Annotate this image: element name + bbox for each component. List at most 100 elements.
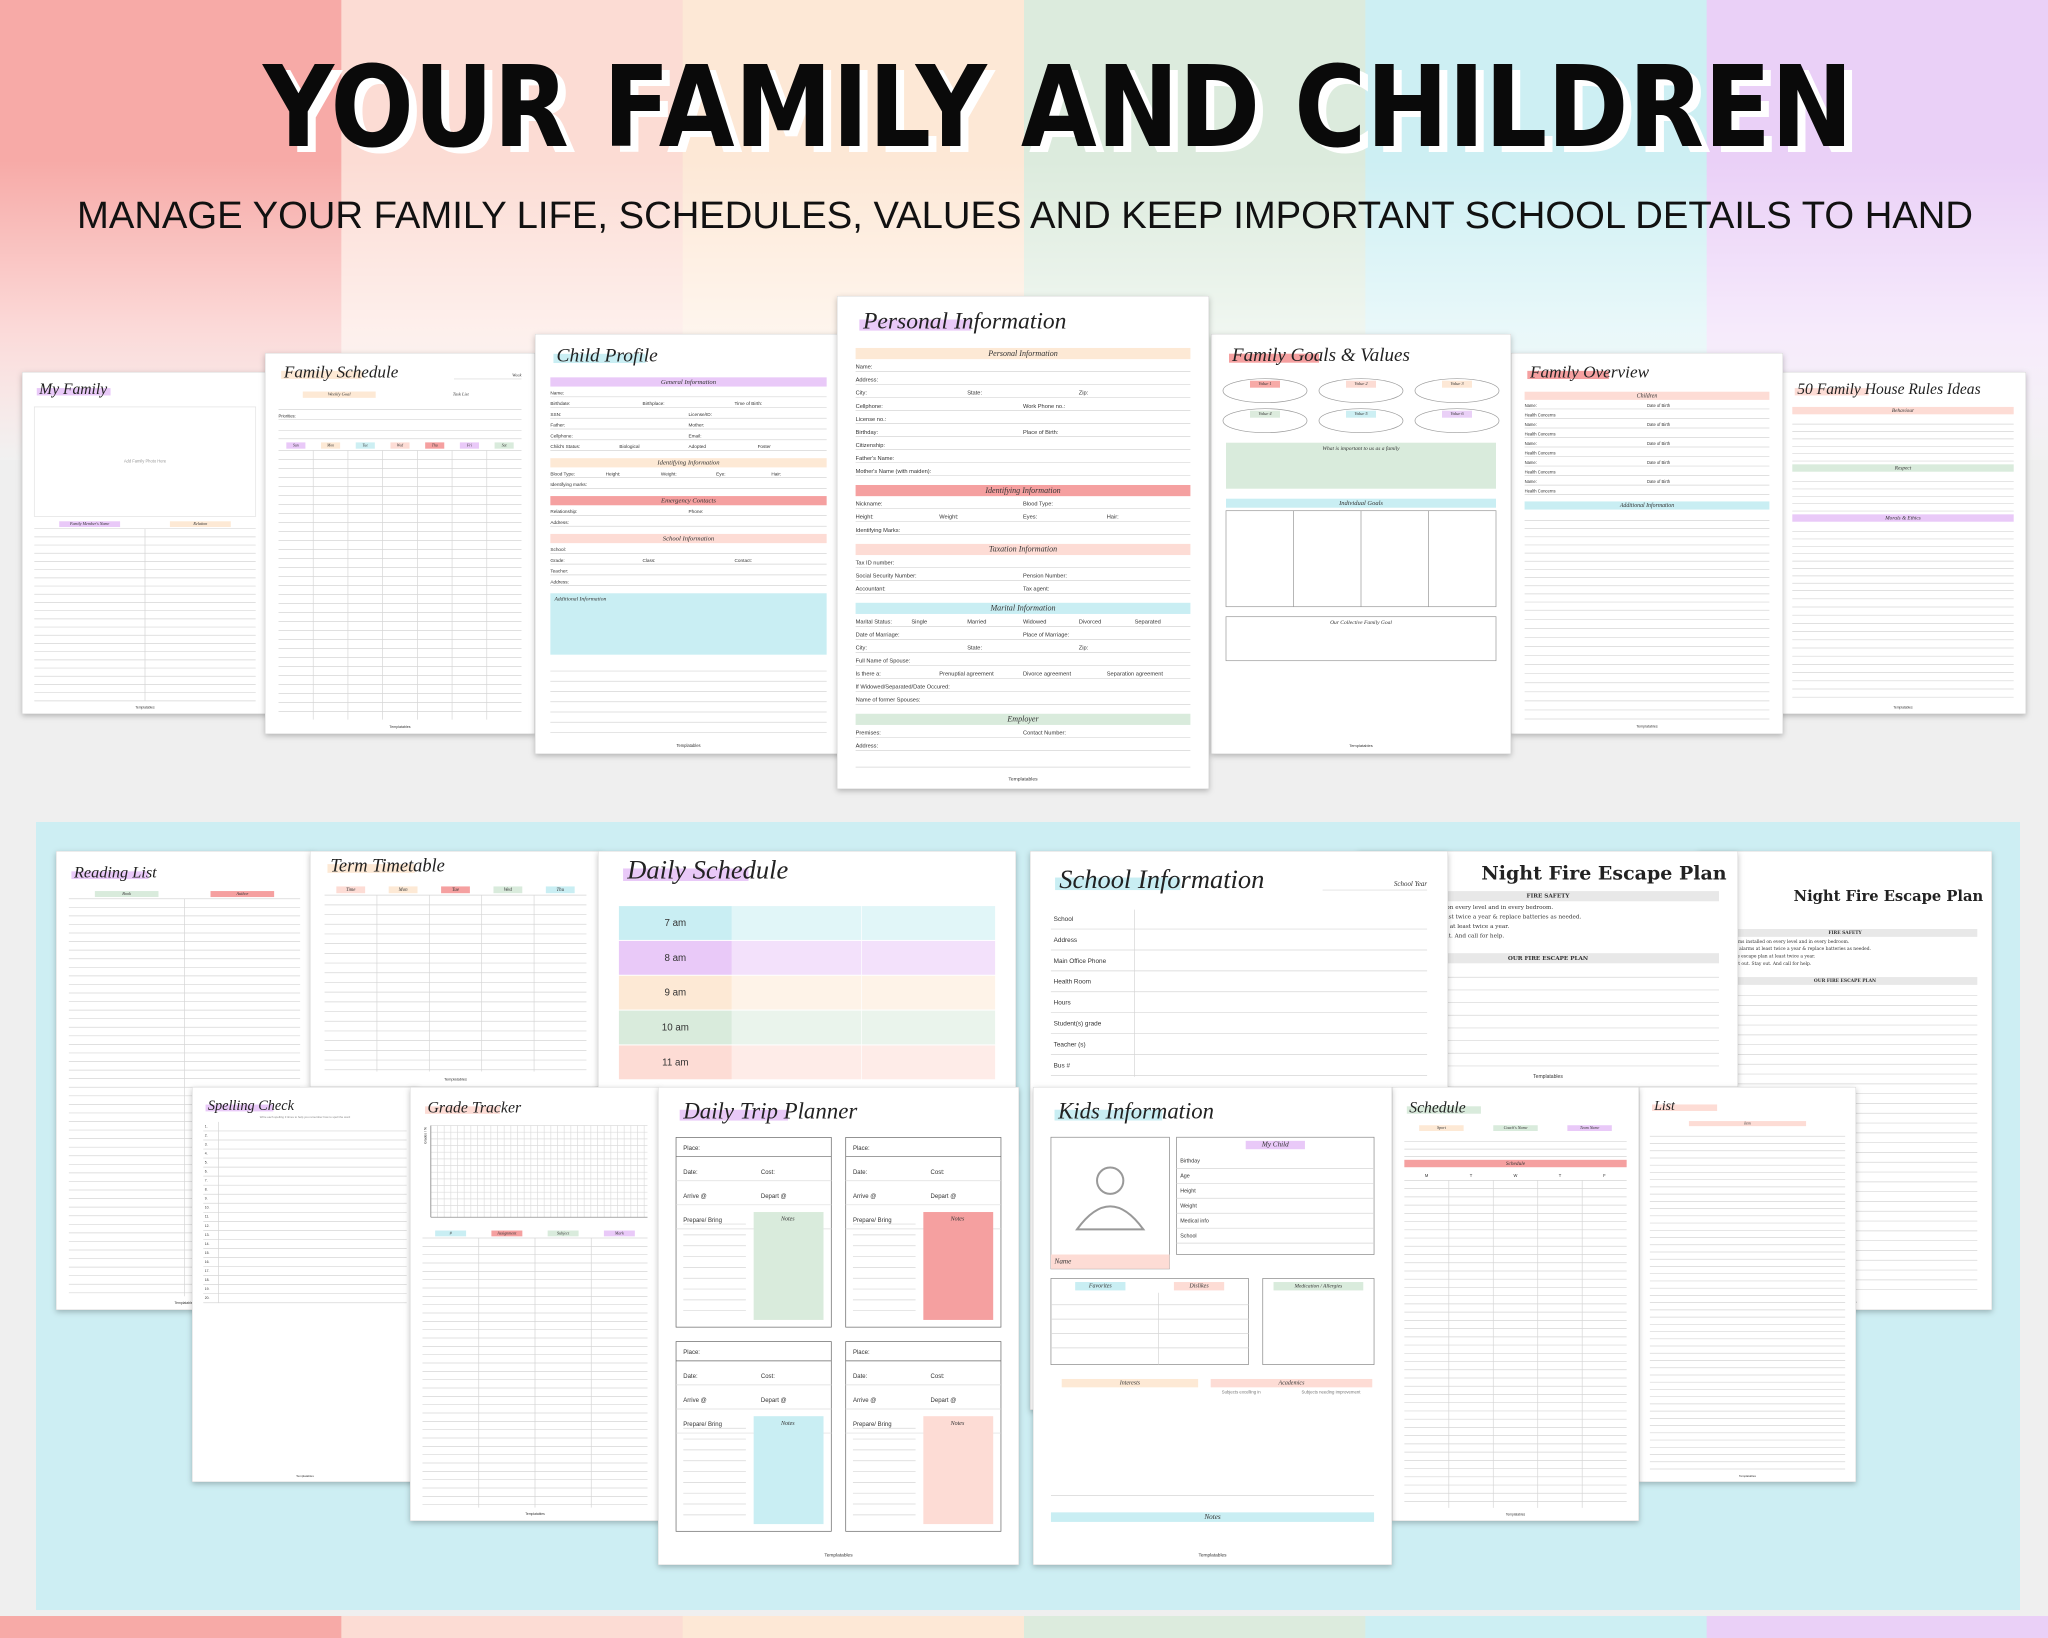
label-highlight (1210, 1378, 1373, 1388)
table-label: School (1054, 916, 1074, 923)
field-label: License/ID: (689, 412, 712, 417)
field-label: Health Concerns (1525, 431, 1556, 436)
field-label: Citizenship: (856, 443, 886, 449)
value-oval (1318, 378, 1404, 404)
label-highlight (390, 442, 410, 449)
notes-box (923, 1416, 994, 1525)
document-page: Family Goals & Values Templatables Value 1… (1211, 334, 1511, 754)
label-highlight (547, 1230, 579, 1237)
field-label: Date of Birth (1647, 441, 1671, 446)
row-number: 12. (205, 1224, 210, 1228)
field-label: Birthplace: (642, 401, 664, 406)
column-head: Wed (397, 443, 403, 447)
table-label: Main Office Phone (1054, 958, 1107, 965)
label-highlight (1075, 1282, 1126, 1291)
label-highlight (1688, 1121, 1807, 1127)
title-highlight (623, 868, 749, 882)
label-highlight (424, 391, 498, 398)
section-heading: Personal Information (987, 349, 1058, 358)
field-label: Identifying marks: (550, 482, 587, 487)
field-label: State: (967, 646, 982, 652)
section-heading: Marital Information (989, 604, 1055, 613)
label-highlight (1346, 380, 1376, 388)
title-highlight (859, 319, 971, 331)
bottom-stripe (682, 1616, 1025, 1638)
field-label: Address: (856, 378, 879, 384)
section-bar (1524, 501, 1770, 510)
label-highlight (1173, 1282, 1225, 1291)
document-page: Kids Information Templatables Name My Child… (1033, 1087, 1392, 1565)
label-highlight (1273, 1282, 1364, 1291)
escape-heading: OUR FIRE ESCAPE PLAN (1508, 956, 1588, 962)
page-title: Reading List (73, 864, 157, 882)
section-bar (550, 458, 827, 468)
column-head: Author (235, 891, 248, 896)
kid-field: Medical info (1180, 1218, 1209, 1224)
notes-box (923, 1212, 994, 1320)
column-head: Fri (466, 443, 472, 447)
label-highlight (545, 886, 575, 894)
value-oval (1222, 378, 1308, 404)
column-head: Tue (452, 888, 460, 893)
field-label: Place of Birth: (1023, 430, 1059, 436)
escape-text: Smoke alarms installed on every level an… (1377, 905, 1553, 911)
time-label: 9 am (664, 988, 686, 999)
escape-heading: FIRE SAFETY (1527, 894, 1571, 900)
field-label: Phone: (689, 509, 704, 514)
field-label: Foster (758, 444, 772, 449)
field-label: Date of Birth (1647, 403, 1671, 408)
title-highlight (1652, 1104, 1718, 1111)
time-cell (618, 940, 732, 975)
label-highlight (603, 1230, 635, 1237)
bottom-stripe (0, 1616, 343, 1638)
column-head: Item (1743, 1121, 1751, 1125)
section-bar (855, 602, 1191, 614)
time-label: 7 am (664, 918, 686, 929)
row-number: 16. (205, 1260, 210, 1264)
page-title: Kids Information (1057, 1099, 1214, 1124)
field-label: Date of Birth (1647, 460, 1671, 465)
time-cell (618, 1045, 732, 1080)
column-head: Sat (502, 443, 508, 447)
label-highlight (286, 442, 306, 449)
section-bar (1792, 514, 2014, 522)
trip-field: Prepare/ Bring (683, 1218, 722, 1224)
row-number: 14. (205, 1242, 210, 1246)
page-paper (1639, 1087, 1856, 1482)
field-label: License no.: (856, 417, 887, 423)
table-label: Hours (1054, 1000, 1071, 1007)
column-head: Mark (614, 1230, 624, 1235)
column-head: Dislikes (1188, 1284, 1209, 1290)
section-heading: Morals & Ethics (1884, 516, 1921, 522)
column-head: Family Member's Name (69, 521, 109, 526)
section-bar (1524, 391, 1770, 400)
title-highlight (425, 1106, 500, 1114)
field-label: Blood Type: (550, 471, 575, 476)
section-bar (855, 484, 1191, 497)
notes-label: Notes (780, 1217, 795, 1223)
bottom-stripe (1365, 1616, 1708, 1638)
field-label: Health Concerns (1525, 450, 1556, 455)
field-label: Date of Marriage: (856, 633, 900, 639)
table-label: Health Room (1054, 979, 1091, 986)
likes-box (1050, 1278, 1249, 1365)
column-head: Mon (326, 443, 334, 447)
field-label: Adopted (689, 444, 707, 449)
box-heading: What is important to us as a family (1322, 445, 1400, 452)
title: YOUR FAMILY AND CHILDREN (261, 43, 1853, 173)
field-label: Grade: (550, 558, 564, 563)
section-heading: Additional Information (1619, 502, 1674, 509)
section-bar (1404, 1159, 1627, 1168)
column-head: M (1425, 1173, 1429, 1178)
field-label: Contact Number: (1023, 730, 1066, 736)
field-label: Name of former Spouses: (856, 698, 921, 704)
time-cell (618, 975, 732, 1010)
section-heading: Emergency Contacts (660, 498, 716, 505)
trip-field: Prepare/ Bring (853, 1422, 892, 1428)
field-label: Name: (1525, 479, 1537, 484)
label-highlight (459, 442, 479, 449)
bottom-stripe (1706, 1616, 2048, 1638)
page-footer: Templatables (1198, 1553, 1227, 1559)
label-highlight (1442, 380, 1472, 388)
